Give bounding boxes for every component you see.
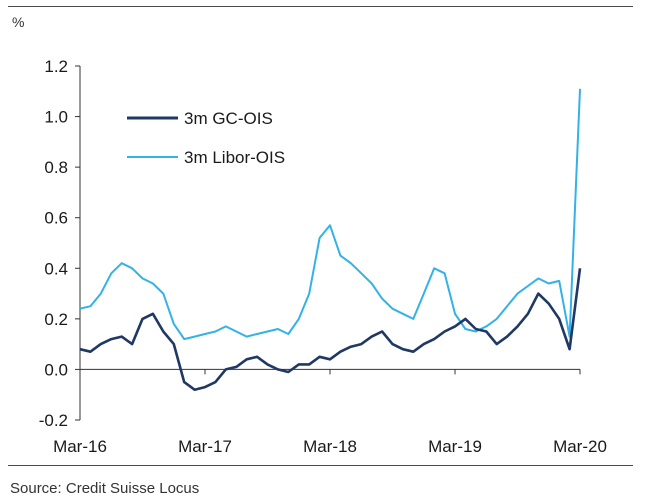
series-line-gc-ois <box>79 268 582 392</box>
y-unit-label: % <box>12 14 25 30</box>
legend-label-gc-ois: 3m GC-OIS <box>184 109 273 128</box>
series-line-libor-ois <box>79 88 581 341</box>
x-tick-label: Mar-18 <box>303 437 357 456</box>
x-tick-label: Mar-16 <box>53 437 107 456</box>
x-tick-label: Mar-19 <box>428 437 482 456</box>
y-tick-label: 0.6 <box>44 209 68 228</box>
y-tick-label: -0.2 <box>39 411 68 430</box>
x-tick-label: Mar-17 <box>178 437 232 456</box>
legend-label-libor-ois: 3m Libor-OIS <box>184 148 285 167</box>
y-tick-label: 0.2 <box>44 310 68 329</box>
y-tick-label: 0.4 <box>44 259 68 278</box>
bottom-rule <box>8 465 633 466</box>
y-tick-label: 1.0 <box>44 108 68 127</box>
x-tick-label: Mar-20 <box>553 437 607 456</box>
y-tick-label: 0.0 <box>44 360 68 379</box>
y-tick-label: 0.8 <box>44 158 68 177</box>
top-rule <box>8 6 633 7</box>
source-note: Source: Credit Suisse Locus <box>10 480 200 497</box>
y-tick-label: 1.2 <box>44 57 68 76</box>
